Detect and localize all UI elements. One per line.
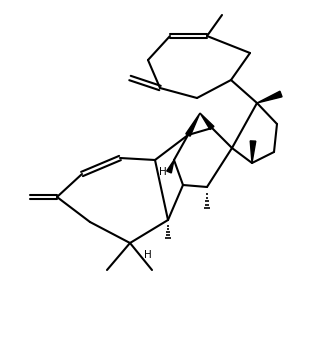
Polygon shape — [186, 113, 200, 136]
Polygon shape — [167, 160, 174, 173]
Text: H: H — [159, 167, 167, 177]
Polygon shape — [250, 141, 256, 163]
Text: H: H — [144, 250, 152, 260]
Polygon shape — [257, 91, 282, 103]
Polygon shape — [200, 113, 214, 129]
